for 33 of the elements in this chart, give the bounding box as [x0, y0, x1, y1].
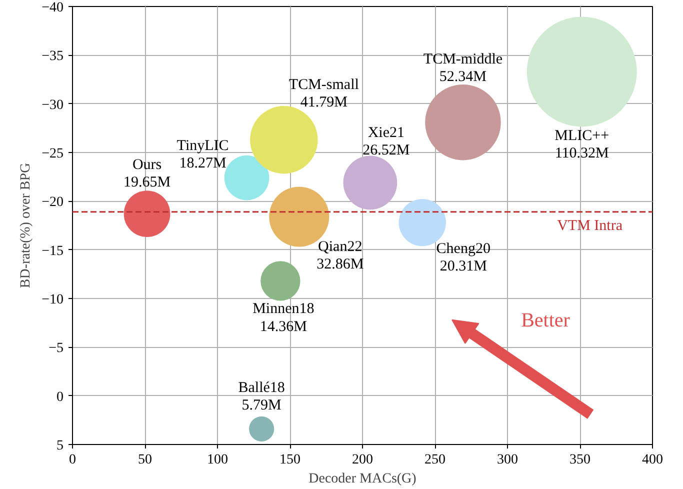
x-tick-label: 250	[424, 452, 446, 468]
series-label: TinyLIC 18.27M	[176, 138, 229, 172]
series-label: TCM-small 41.79M	[288, 77, 359, 111]
series-label: Cheng20 20.31M	[436, 240, 490, 274]
y-tick-label: 0	[56, 390, 64, 405]
y-tick-label: −30	[42, 98, 64, 113]
y-tick-label: −15	[42, 244, 64, 259]
x-tick-label: 400	[642, 452, 663, 468]
x-tick-label: 200	[352, 452, 373, 468]
series-label: Minnen18 14.36M	[252, 301, 314, 335]
y-tick-label: −40	[42, 0, 64, 16]
y-tick-label: −5	[48, 341, 64, 356]
x-tick-label: 150	[280, 452, 300, 468]
x-axis-title: Decoder MACs(G)	[308, 472, 417, 486]
y-tick-label: −10	[42, 292, 64, 308]
series-label: Qian22 32.86M	[316, 238, 364, 273]
y-tick-label: 5	[56, 438, 64, 454]
x-tick-label: 0	[69, 452, 76, 468]
series-label: MLIC++ 110.32M	[554, 128, 610, 162]
x-tick-label: 350	[570, 452, 590, 468]
series-label: Xie21 26.52M	[362, 124, 410, 158]
series-label: TCM-middle 52.34M	[423, 52, 503, 86]
ref-line-label: VTM Intra	[557, 218, 623, 234]
x-tick-label: 300	[497, 452, 518, 468]
y-tick-label: −35	[42, 49, 64, 64]
annotation: Better	[521, 310, 570, 332]
y-tick-label: −25	[42, 146, 64, 162]
x-tick-label: 100	[207, 452, 228, 468]
y-tick-label: −20	[42, 195, 64, 210]
y-axis-title: BD-rate(%) over BPG	[18, 162, 34, 288]
series-label: Ours 19.65M	[123, 157, 171, 191]
series-label: Ballé18 5.79M	[238, 380, 285, 414]
x-tick-label: 50	[138, 452, 152, 468]
